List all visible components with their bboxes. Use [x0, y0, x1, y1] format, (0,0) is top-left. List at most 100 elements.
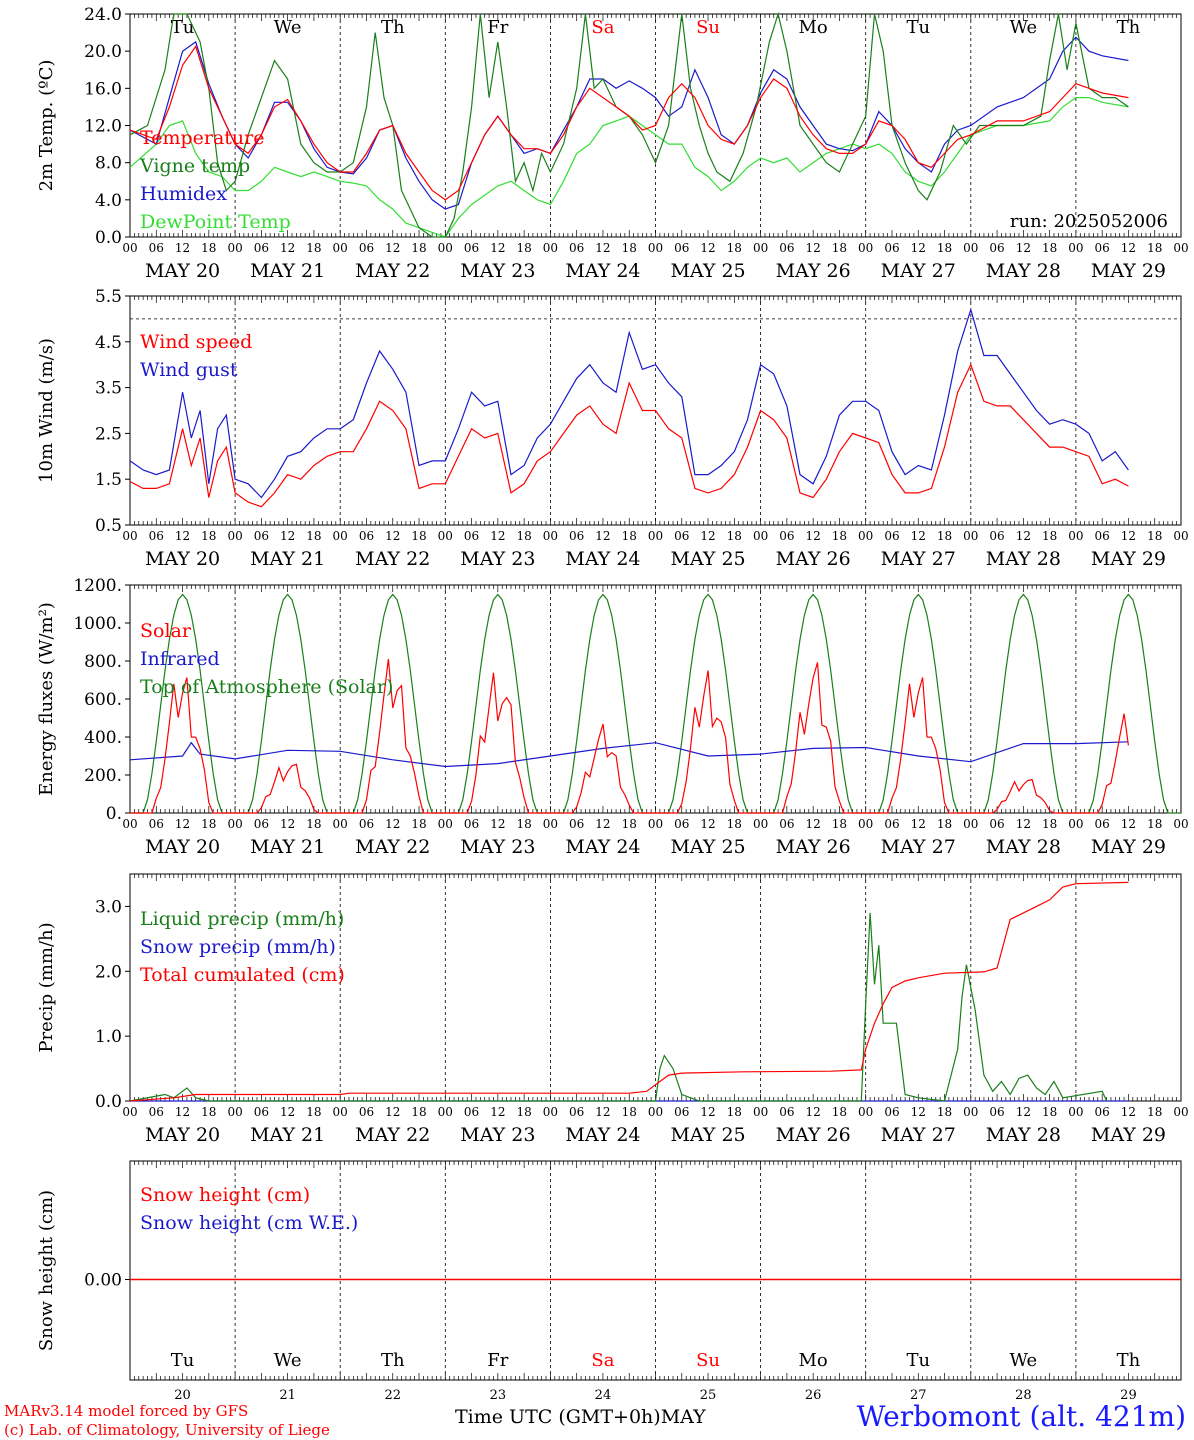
- x-hour-label: 12: [490, 1105, 505, 1119]
- y-axis-label-1: 10m Wind (m/s): [36, 338, 57, 483]
- x-hour-label: 00: [438, 241, 453, 255]
- x-hour-label: 18: [516, 529, 531, 543]
- x-hour-label: 06: [1095, 1105, 1110, 1119]
- x-hour-label: 18: [411, 529, 426, 543]
- x-hour-label: 12: [1016, 241, 1031, 255]
- x-hour-label: 12: [595, 817, 610, 831]
- x-hour-label: 06: [569, 817, 584, 831]
- x-hour-label: 00: [963, 817, 978, 831]
- x-hour-label: 00: [122, 529, 137, 543]
- x-hour-label: 00: [438, 529, 453, 543]
- x-hour-label: 00: [648, 241, 663, 255]
- x-hour-label: 12: [280, 1105, 295, 1119]
- x-date-label: MAY 24: [565, 548, 640, 570]
- x-hour-label: 18: [201, 1105, 216, 1119]
- x-hour-label: 18: [306, 241, 321, 255]
- x-hour-label: 12: [911, 529, 926, 543]
- x-date-label: MAY 29: [1091, 260, 1166, 282]
- x-hour-label: 06: [359, 1105, 374, 1119]
- x-axis-month: MAY: [660, 1406, 706, 1428]
- x-hour-label: 00: [122, 1105, 137, 1119]
- x-hour-label: 12: [700, 817, 715, 831]
- x-hour-label: 06: [464, 1105, 479, 1119]
- x-hour-label: 06: [884, 241, 899, 255]
- weekday-label: Mo: [799, 17, 828, 38]
- x-hour-label: 18: [306, 529, 321, 543]
- x-hour-label: 18: [727, 241, 742, 255]
- x-hour-label: 06: [884, 1105, 899, 1119]
- x-hour-label: 00: [753, 817, 768, 831]
- x-hour-label: 12: [1121, 241, 1136, 255]
- x-hour-label: 18: [832, 817, 847, 831]
- x-hour-label: 18: [832, 241, 847, 255]
- weekday-label-bottom: Th: [381, 1350, 405, 1371]
- x-date-label: MAY 25: [670, 548, 745, 570]
- x-hour-label: 12: [911, 1105, 926, 1119]
- day-number-label: 28: [1015, 1388, 1032, 1400]
- x-hour-label: 00: [122, 241, 137, 255]
- x-hour-label: 18: [937, 1105, 952, 1119]
- x-hour-label: 00: [438, 1105, 453, 1119]
- x-hour-label: 18: [1042, 241, 1057, 255]
- x-hour-label: 06: [149, 529, 164, 543]
- y-tick-label: 8.0: [95, 154, 122, 174]
- weekday-label: Tu: [906, 17, 930, 38]
- series-humidex: [129, 36, 1129, 210]
- panel-1: [129, 295, 1182, 526]
- legend-snow-height-cm-: Snow height (cm): [140, 1184, 310, 1206]
- day-number-label: 23: [490, 1388, 507, 1400]
- x-hour-label: 00: [648, 817, 663, 831]
- x-hour-label: 00: [227, 529, 242, 543]
- x-date-label: MAY 22: [355, 260, 430, 282]
- legend-vigne-temp: Vigne temp: [139, 155, 250, 177]
- x-hour-label: 06: [884, 529, 899, 543]
- x-hour-label: 00: [1173, 529, 1188, 543]
- x-axis-title: Time UTC (GMT+0h)MAY: [455, 1406, 706, 1428]
- x-hour-label: 00: [648, 1105, 663, 1119]
- x-hour-label: 12: [490, 817, 505, 831]
- x-hour-label: 18: [201, 529, 216, 543]
- y-axis-label-0: 2m Temp. (ºC): [36, 60, 57, 192]
- x-hour-label: 12: [385, 1105, 400, 1119]
- y-tick-label: 1000.: [73, 614, 122, 634]
- x-hour-label: 18: [306, 1105, 321, 1119]
- x-hour-label: 06: [569, 529, 584, 543]
- x-date-label: MAY 29: [1091, 1124, 1166, 1146]
- x-hour-label: 00: [648, 529, 663, 543]
- x-hour-label: 00: [1068, 241, 1083, 255]
- x-hour-label: 12: [1016, 817, 1031, 831]
- weekday-label: Th: [1117, 17, 1141, 38]
- x-hour-label: 12: [700, 241, 715, 255]
- run-label: run: 2025052006: [1010, 211, 1168, 232]
- x-hour-label: 18: [306, 817, 321, 831]
- series-liquid-precip: [129, 912, 1108, 1102]
- x-date-label: MAY 27: [881, 548, 956, 570]
- x-hour-label: 12: [595, 529, 610, 543]
- y-tick-label: 16.0: [84, 79, 122, 99]
- lab-credit: (c) Lab. of Climatology, University of L…: [4, 1421, 330, 1439]
- x-date-label: MAY 21: [250, 836, 325, 858]
- legend-infrared: Infrared: [140, 648, 220, 670]
- series-wind-gust: [129, 307, 1129, 499]
- weekday-label: Sa: [591, 17, 614, 38]
- x-hour-label: 00: [858, 1105, 873, 1119]
- x-date-label: MAY 20: [145, 1124, 220, 1146]
- weekday-label-bottom: Tu: [171, 1350, 195, 1371]
- weekday-label-bottom: We: [1010, 1350, 1038, 1371]
- weekday-label: Fr: [487, 17, 508, 38]
- series-temperature: [129, 45, 1129, 201]
- x-hour-label: 12: [595, 241, 610, 255]
- x-hour-label: 12: [175, 529, 190, 543]
- x-hour-label: 18: [727, 529, 742, 543]
- x-date-label: MAY 23: [460, 836, 535, 858]
- y-axis-label-3: Precip (mm/h): [36, 922, 57, 1052]
- x-date-label: MAY 26: [776, 836, 851, 858]
- x-hour-label: 06: [569, 241, 584, 255]
- x-hour-label: 18: [1147, 241, 1162, 255]
- series-total-cumulated: [129, 881, 1129, 1102]
- x-hour-label: 18: [1147, 529, 1162, 543]
- x-hour-label: 06: [464, 529, 479, 543]
- x-hour-label: 00: [227, 241, 242, 255]
- legend-humidex: Humidex: [140, 183, 227, 205]
- x-hour-label: 00: [1068, 817, 1083, 831]
